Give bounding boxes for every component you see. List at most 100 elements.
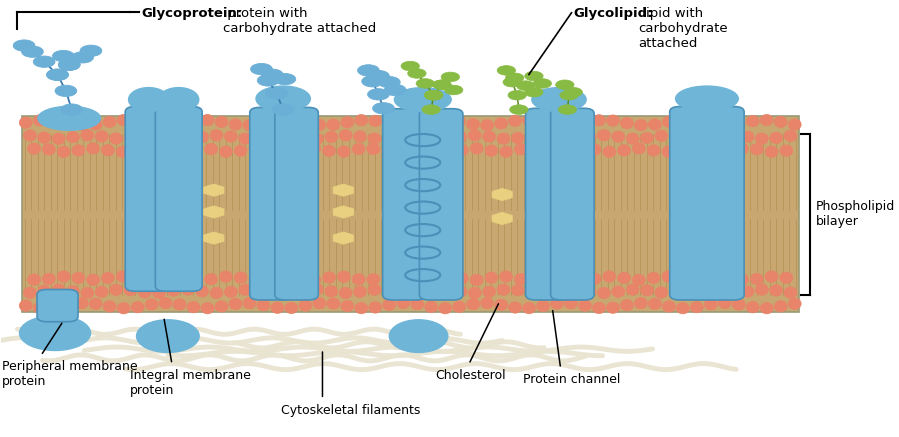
Ellipse shape	[735, 143, 749, 154]
Ellipse shape	[182, 133, 194, 144]
Ellipse shape	[323, 272, 335, 283]
Text: Integral membrane
protein: Integral membrane protein	[130, 369, 251, 397]
Ellipse shape	[620, 299, 634, 311]
Circle shape	[251, 63, 272, 75]
Ellipse shape	[81, 287, 93, 298]
Circle shape	[401, 61, 420, 71]
Ellipse shape	[704, 299, 717, 310]
Ellipse shape	[770, 132, 783, 144]
Ellipse shape	[530, 274, 542, 285]
Ellipse shape	[205, 274, 218, 285]
Ellipse shape	[210, 130, 223, 141]
Ellipse shape	[254, 284, 266, 296]
Circle shape	[47, 69, 68, 80]
Ellipse shape	[509, 115, 521, 126]
Ellipse shape	[86, 274, 100, 286]
Ellipse shape	[592, 302, 605, 314]
Ellipse shape	[640, 132, 654, 144]
Ellipse shape	[411, 298, 423, 310]
Ellipse shape	[718, 120, 731, 131]
Ellipse shape	[145, 299, 158, 310]
Ellipse shape	[285, 302, 298, 314]
Ellipse shape	[167, 285, 180, 296]
Ellipse shape	[481, 298, 494, 309]
Text: lipid with
carbohydrate
attached: lipid with carbohydrate attached	[638, 7, 728, 50]
Circle shape	[55, 85, 76, 97]
Ellipse shape	[676, 114, 690, 126]
Ellipse shape	[352, 143, 365, 155]
Ellipse shape	[160, 271, 174, 283]
Ellipse shape	[205, 143, 218, 155]
Circle shape	[516, 81, 535, 90]
Ellipse shape	[23, 130, 37, 141]
Ellipse shape	[239, 284, 252, 295]
Ellipse shape	[201, 114, 214, 126]
Ellipse shape	[145, 118, 158, 129]
FancyBboxPatch shape	[420, 109, 463, 300]
Ellipse shape	[355, 302, 368, 314]
Circle shape	[372, 103, 395, 114]
Ellipse shape	[669, 287, 682, 298]
Ellipse shape	[131, 144, 144, 155]
Ellipse shape	[131, 115, 144, 127]
Ellipse shape	[367, 274, 380, 285]
Ellipse shape	[765, 271, 778, 282]
Ellipse shape	[618, 145, 630, 156]
Ellipse shape	[425, 285, 438, 296]
Ellipse shape	[440, 133, 452, 144]
Ellipse shape	[175, 146, 188, 157]
Ellipse shape	[690, 115, 703, 127]
Ellipse shape	[494, 299, 508, 311]
FancyBboxPatch shape	[156, 107, 202, 291]
Ellipse shape	[741, 131, 754, 142]
Ellipse shape	[341, 300, 354, 312]
Ellipse shape	[456, 144, 468, 156]
Circle shape	[52, 50, 75, 62]
Ellipse shape	[243, 119, 256, 131]
Ellipse shape	[755, 133, 769, 144]
Ellipse shape	[61, 118, 75, 129]
Ellipse shape	[76, 119, 88, 131]
Ellipse shape	[654, 130, 668, 142]
Ellipse shape	[558, 146, 572, 157]
Ellipse shape	[298, 117, 312, 128]
Ellipse shape	[530, 143, 542, 154]
Ellipse shape	[588, 144, 601, 155]
Ellipse shape	[500, 271, 512, 282]
Ellipse shape	[215, 116, 228, 128]
Ellipse shape	[103, 116, 116, 128]
Ellipse shape	[735, 274, 749, 285]
Circle shape	[525, 71, 543, 81]
Circle shape	[416, 79, 434, 88]
Ellipse shape	[788, 298, 801, 309]
Ellipse shape	[396, 272, 409, 283]
Circle shape	[424, 90, 443, 100]
Ellipse shape	[146, 274, 158, 285]
Ellipse shape	[368, 133, 381, 144]
Ellipse shape	[310, 133, 324, 144]
Ellipse shape	[81, 130, 93, 141]
Ellipse shape	[249, 274, 262, 285]
Ellipse shape	[210, 287, 223, 298]
Ellipse shape	[234, 272, 247, 283]
Text: protein with
carbohydrate attached: protein with carbohydrate attached	[223, 7, 377, 35]
FancyBboxPatch shape	[526, 108, 569, 300]
Ellipse shape	[327, 298, 340, 309]
Ellipse shape	[52, 133, 65, 144]
Ellipse shape	[467, 118, 479, 130]
Ellipse shape	[779, 272, 793, 283]
Ellipse shape	[279, 271, 291, 282]
Bar	[22, 116, 799, 312]
Ellipse shape	[103, 301, 116, 312]
Ellipse shape	[761, 302, 773, 314]
Ellipse shape	[454, 131, 467, 142]
Ellipse shape	[396, 287, 410, 298]
Ellipse shape	[279, 146, 291, 157]
Ellipse shape	[439, 114, 451, 126]
Ellipse shape	[426, 144, 439, 156]
Ellipse shape	[313, 119, 325, 131]
Ellipse shape	[190, 274, 203, 285]
Ellipse shape	[72, 272, 85, 284]
Ellipse shape	[175, 271, 188, 283]
Circle shape	[533, 79, 551, 88]
